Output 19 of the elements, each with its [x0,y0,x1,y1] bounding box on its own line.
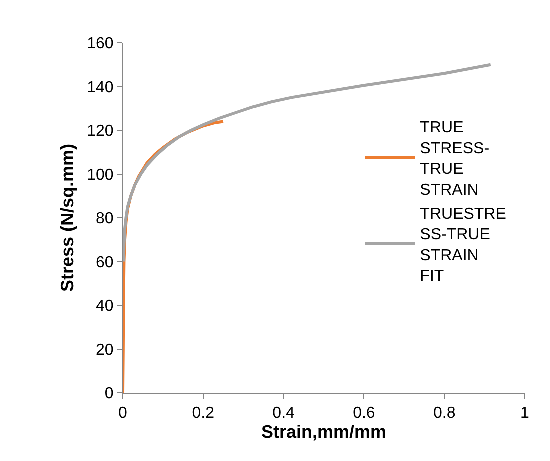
legend-label: TRUESTRESS-TRUE STRAIN FIT [420,206,506,286]
y-tick-label: 40 [96,298,114,316]
y-tick-label: 120 [87,123,114,140]
y-tick-label: 0 [104,386,114,403]
x-tick-label: 0 [118,405,128,422]
legend-label: TRUE STRESS-TRUE STRAIN [420,120,490,200]
y-tick-label: 100 [87,166,114,184]
x-tick-label: 0.2 [192,405,215,422]
x-tick-label: 0.6 [353,405,376,422]
y-tick-label: 80 [96,210,114,228]
x-axis-title: Strain,mm/mm [261,422,387,442]
y-tick-label: 60 [96,254,114,272]
y-axis-title: Stress (N/sq.mm) [57,144,78,292]
y-tick-label: 140 [87,79,114,96]
x-tick-label: 1 [520,405,530,422]
y-tick-label: 20 [96,342,114,359]
x-tick-label: 0.8 [433,405,456,422]
y-tick-label: 160 [87,36,114,53]
x-tick-label: 0.4 [272,405,296,422]
